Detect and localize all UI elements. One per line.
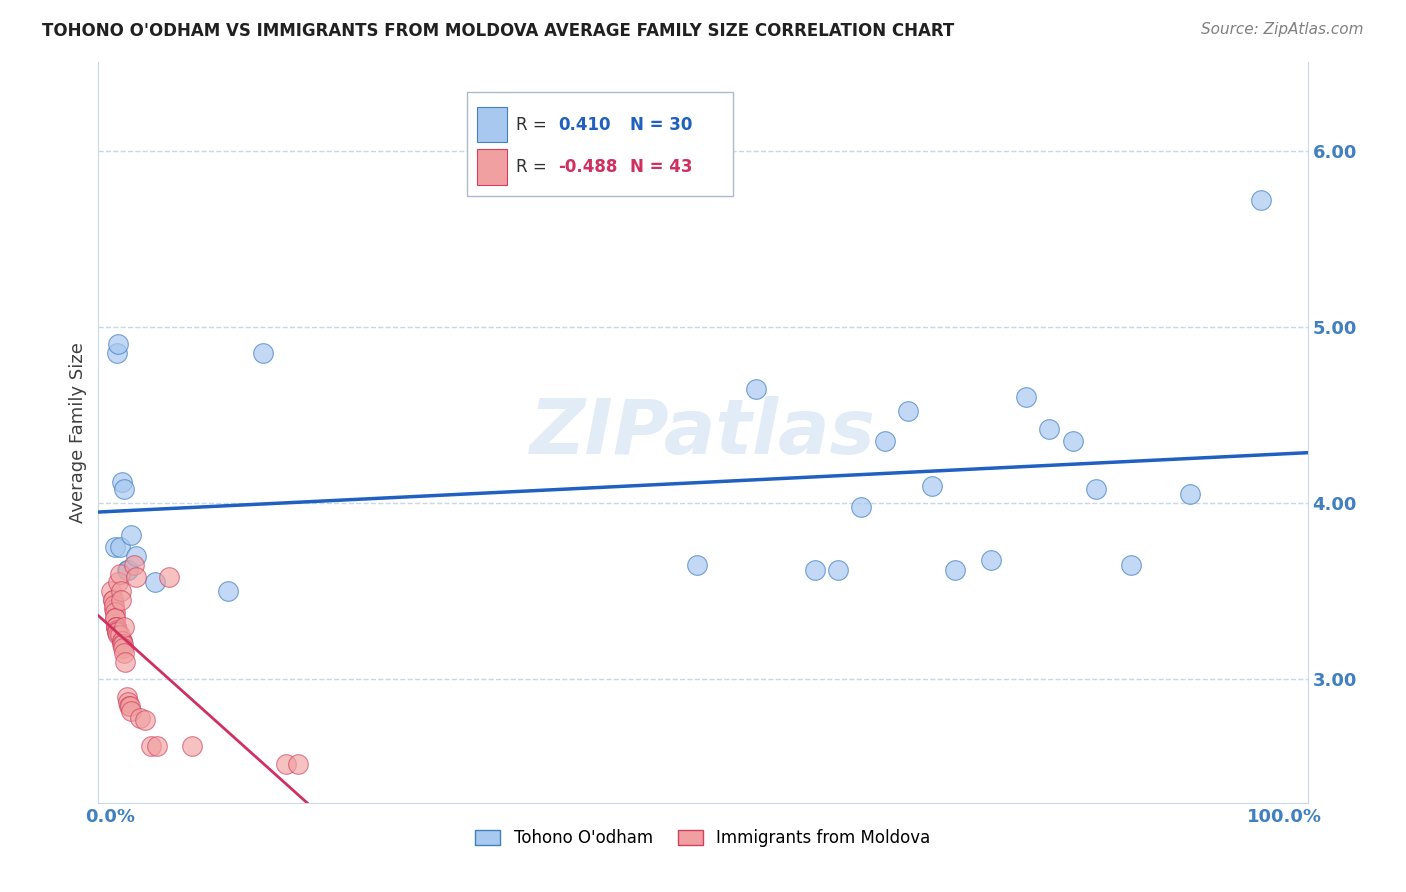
Point — [105, 624, 128, 639]
Point — [252, 346, 274, 360]
Point — [745, 382, 768, 396]
Point — [111, 633, 134, 648]
Point — [803, 563, 825, 577]
Point — [134, 713, 156, 727]
Point — [141, 739, 163, 754]
Text: N = 43: N = 43 — [630, 158, 693, 176]
FancyBboxPatch shape — [467, 92, 734, 195]
Point — [107, 337, 129, 351]
Point — [125, 549, 148, 563]
Text: TOHONO O'ODHAM VS IMMIGRANTS FROM MOLDOVA AVERAGE FAMILY SIZE CORRELATION CHART: TOHONO O'ODHAM VS IMMIGRANTS FROM MOLDOV… — [42, 22, 955, 40]
Point — [122, 558, 145, 572]
Point — [104, 606, 127, 620]
Text: -0.488: -0.488 — [558, 158, 617, 176]
Point — [217, 584, 239, 599]
Point — [1121, 558, 1143, 572]
Point — [111, 637, 134, 651]
Point — [980, 552, 1002, 566]
Point — [115, 690, 138, 704]
Point — [945, 563, 967, 577]
Point — [101, 593, 124, 607]
Point — [114, 655, 136, 669]
Point — [107, 628, 129, 642]
Point — [108, 566, 131, 581]
Point — [157, 570, 180, 584]
Point — [112, 640, 135, 655]
Text: Source: ZipAtlas.com: Source: ZipAtlas.com — [1201, 22, 1364, 37]
Point — [100, 584, 122, 599]
Point — [117, 563, 139, 577]
Point — [105, 346, 128, 360]
Point — [105, 624, 128, 639]
Point — [276, 757, 298, 772]
Text: R =: R = — [516, 158, 547, 176]
Point — [120, 704, 142, 718]
Point — [112, 482, 135, 496]
Point — [873, 434, 896, 449]
Point — [125, 570, 148, 584]
Point — [143, 575, 166, 590]
Point — [101, 593, 124, 607]
Point — [287, 757, 309, 772]
Point — [115, 563, 138, 577]
Point — [105, 619, 128, 633]
Point — [112, 646, 135, 660]
Text: ZIPatlas: ZIPatlas — [530, 396, 876, 469]
Point — [112, 619, 135, 633]
FancyBboxPatch shape — [477, 149, 508, 185]
Point — [921, 478, 943, 492]
Y-axis label: Average Family Size: Average Family Size — [69, 343, 87, 523]
Point — [1250, 193, 1272, 207]
Point — [104, 610, 127, 624]
Point — [112, 637, 135, 651]
Point — [128, 711, 150, 725]
Point — [111, 633, 134, 648]
Point — [105, 619, 128, 633]
Point — [1015, 390, 1038, 404]
Point — [104, 540, 127, 554]
Point — [827, 563, 849, 577]
FancyBboxPatch shape — [477, 107, 508, 143]
Point — [103, 602, 125, 616]
Point — [1062, 434, 1084, 449]
Point — [897, 404, 920, 418]
Point — [120, 698, 142, 713]
Point — [686, 558, 709, 572]
Point — [851, 500, 873, 514]
Legend: Tohono O'odham, Immigrants from Moldova: Tohono O'odham, Immigrants from Moldova — [468, 822, 938, 854]
Point — [107, 575, 129, 590]
Point — [103, 599, 125, 613]
Point — [181, 739, 204, 754]
Point — [117, 695, 139, 709]
Point — [1038, 422, 1060, 436]
Point — [105, 623, 128, 637]
Point — [108, 628, 131, 642]
Point — [104, 610, 127, 624]
Point — [110, 593, 132, 607]
Point — [120, 528, 142, 542]
Point — [146, 739, 169, 754]
Point — [1180, 487, 1202, 501]
Text: 0.410: 0.410 — [558, 116, 610, 134]
Point — [105, 619, 128, 633]
Point — [110, 584, 132, 599]
Text: N = 30: N = 30 — [630, 116, 693, 134]
Point — [118, 698, 141, 713]
Point — [108, 540, 131, 554]
Point — [1085, 482, 1108, 496]
Point — [111, 475, 134, 489]
Text: R =: R = — [516, 116, 547, 134]
